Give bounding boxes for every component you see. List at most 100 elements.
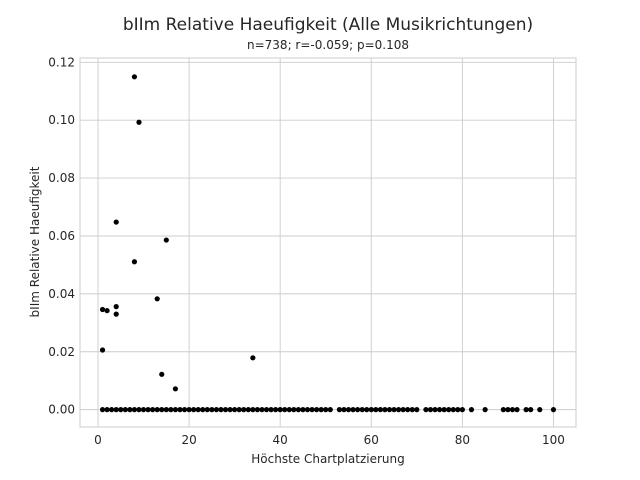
chart-title: bIIm Relative Haeufigkeit (Alle Musikric…: [123, 15, 533, 35]
scatter-point: [364, 407, 370, 413]
scatter-point: [300, 407, 306, 413]
scatter-point: [382, 407, 388, 413]
scatter-point: [204, 407, 210, 413]
scatter-point: [104, 407, 110, 413]
scatter-point: [213, 407, 220, 413]
chart-subtitle: n=738; r=-0.059; p=0.108: [247, 38, 409, 52]
scatter-point: [99, 306, 106, 313]
scatter-point: [159, 371, 165, 377]
scatter-point: [537, 407, 543, 413]
scatter-point: [163, 407, 169, 413]
scatter-point: [172, 407, 179, 413]
y-tick-label: 0.04: [48, 287, 75, 301]
scatter-point: [131, 259, 138, 265]
scatter-point: [341, 407, 347, 413]
scatter-point: [368, 407, 374, 413]
scatter-point: [154, 407, 160, 413]
scatter-point: [423, 407, 429, 413]
scatter-point: [113, 407, 119, 413]
scatter-point: [99, 347, 106, 353]
scatter-point: [159, 407, 165, 413]
scatter-point: [113, 219, 119, 225]
x-tick-label: 80: [455, 433, 470, 447]
scatter-point: [509, 407, 516, 413]
scatter-point: [245, 407, 251, 413]
scatter-point: [99, 407, 106, 413]
scatter-point: [277, 407, 283, 413]
y-tick-label: 0.00: [48, 403, 75, 417]
scatter-point: [259, 407, 265, 413]
x-tick-label: 0: [94, 433, 102, 447]
scatter-point: [505, 407, 511, 413]
scatter-point: [482, 407, 488, 413]
scatter-point: [405, 407, 411, 413]
scatter-point: [209, 407, 215, 413]
scatter-point: [122, 407, 128, 413]
scatter-point: [109, 407, 115, 413]
scatter-point: [273, 407, 279, 413]
scatter-point: [127, 407, 133, 413]
scatter-point: [163, 237, 169, 243]
grid-layer: [80, 58, 576, 427]
y-tick-label: 0.10: [48, 113, 75, 127]
points-layer: [99, 74, 557, 413]
y-tick-label: 0.02: [48, 345, 75, 359]
scatter-point: [400, 407, 406, 413]
scatter-point: [236, 407, 242, 413]
scatter-point: [528, 407, 534, 413]
scatter-point: [295, 407, 301, 413]
scatter-point: [468, 407, 475, 413]
scatter-point: [136, 119, 142, 125]
plot-frame: [79, 57, 577, 428]
scatter-point: [359, 407, 365, 413]
scatter-point: [113, 304, 119, 310]
scatter-point: [250, 407, 256, 413]
scatter-point: [181, 407, 188, 413]
scatter-point: [455, 407, 461, 413]
scatter-point: [323, 407, 329, 413]
y-tick-label: 0.08: [48, 171, 75, 185]
scatter-point: [327, 407, 333, 413]
scatter-point: [436, 407, 443, 413]
x-tick-label: 100: [542, 433, 565, 447]
scatter-point: [191, 407, 197, 413]
scatter-point: [350, 407, 356, 413]
scatter-point: [172, 386, 179, 392]
scatter-point: [232, 407, 238, 413]
scatter-point: [304, 407, 311, 413]
x-tick-label: 60: [364, 433, 379, 447]
scatter-point: [136, 407, 142, 413]
scatter-point: [150, 407, 156, 413]
scatter-point: [154, 296, 160, 302]
scatter-point: [314, 407, 320, 413]
y-tick-label: 0.06: [48, 229, 75, 243]
scatter-point: [291, 407, 297, 413]
scatter-point: [282, 407, 288, 413]
scatter-point: [254, 407, 261, 413]
scatter-point: [427, 407, 434, 413]
scatter-point: [168, 407, 174, 413]
scatter-point: [432, 407, 438, 413]
scatter-point: [286, 407, 292, 413]
scatter-point: [186, 407, 192, 413]
scatter-point: [241, 407, 247, 413]
x-tick-label: 20: [181, 433, 196, 447]
scatter-point: [514, 407, 520, 413]
scatter-point: [222, 407, 229, 413]
scatter-point: [263, 407, 270, 413]
scatter-point: [500, 407, 506, 413]
scatter-point: [336, 407, 342, 413]
scatter-point: [523, 407, 529, 413]
scatter-point: [409, 407, 415, 413]
scatter-point: [550, 407, 557, 413]
scatter-point: [377, 407, 383, 413]
x-tick-label: 40: [273, 433, 288, 447]
scatter-point: [177, 407, 183, 413]
ticks-layer: 0 20 40 60 80 100 0.00 0.02 0.04 0.06 0.08 0.10 0.12: [48, 55, 565, 447]
scatter-point: [450, 407, 456, 413]
scatter-point: [355, 407, 361, 413]
scatter-point: [113, 311, 119, 317]
scatter-point: [131, 74, 138, 80]
scatter-point: [200, 407, 206, 413]
